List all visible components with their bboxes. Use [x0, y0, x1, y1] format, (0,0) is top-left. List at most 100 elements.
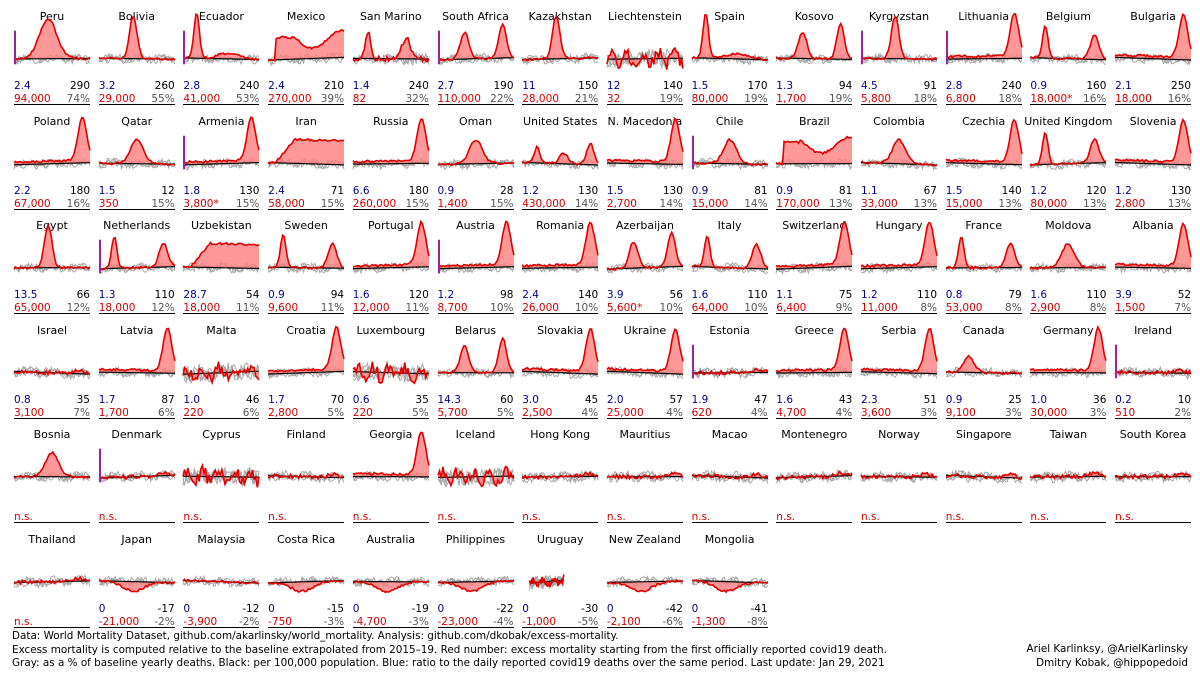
current-year-line [1029, 243, 1107, 270]
excess-deaths-value: 5,600* [606, 302, 643, 314]
excess-deaths-value: 9,100 [945, 406, 976, 419]
mortality-plot [1114, 344, 1192, 380]
panel-title: Iran [295, 114, 317, 128]
excess-area [14, 452, 90, 478]
percent-baseline-value: 13% [828, 197, 853, 210]
country-panel: Latvia 1.7 87 1,700 6% [98, 318, 176, 419]
country-panel: Netherlands 1.3 110 18,000 12% [98, 213, 176, 314]
current-year-line [13, 450, 91, 480]
ratio-value: 1.5 [98, 184, 116, 197]
baseline-line [522, 370, 599, 375]
excess-deaths-value: 18,000 [1115, 93, 1152, 105]
percent-baseline-value: 14% [659, 197, 683, 210]
panel-underline [945, 522, 1022, 523]
excess-deaths-value: -2,100 [606, 615, 641, 628]
panel-title: San Marino [359, 10, 422, 23]
excess-area [352, 580, 429, 592]
mortality-plot [98, 236, 176, 275]
current-year-line [436, 465, 515, 488]
per-100k-value: 70 [330, 393, 345, 406]
panel-underline [14, 417, 90, 419]
excess-area [691, 579, 768, 592]
excess-area [945, 119, 1022, 165]
panel-underline [352, 522, 429, 523]
excess-deaths-value: n.s. [861, 511, 880, 523]
mortality-plot [267, 324, 345, 380]
country-panel: Czechia 1.5 140 15,000 13% [945, 109, 1023, 210]
country-panel: Spain 1.5 170 80,000 19% [691, 4, 769, 105]
panel-underline [183, 104, 260, 105]
ratio-value: 0 [691, 602, 699, 615]
baseline-line [1115, 266, 1192, 269]
panel-underline [522, 626, 599, 628]
country-panel: Malaysia 0 -12 -3,900 -2% [182, 527, 260, 628]
excess-area [268, 580, 345, 592]
excess-area [437, 140, 514, 165]
excess-deaths-value: n.s. [522, 511, 541, 523]
country-panel: Hungary 1.2 110 11,000 8% [860, 213, 938, 314]
per-100k-value: -41 [750, 602, 768, 615]
country-panel: Croatia 1.7 70 2,800 5% [267, 318, 345, 419]
ratio-value: 1.5 [606, 184, 624, 197]
panel-underline [1115, 522, 1192, 523]
current-year-line [521, 470, 599, 481]
mortality-plot [1029, 131, 1107, 170]
per-100k-value: 180 [408, 184, 429, 197]
panel-underline [691, 522, 768, 523]
panel-title: Georgia [369, 428, 413, 441]
mortality-plot [267, 233, 345, 274]
current-year-line [437, 220, 515, 268]
ratio-value: 0.9 [691, 184, 709, 197]
country-panel: Norway n.s. [860, 422, 938, 523]
percent-baseline-value: 19% [744, 93, 768, 105]
footer-line-2: Excess mortality is computed relative to… [12, 643, 887, 656]
current-year-line [606, 46, 684, 70]
panel-underline [522, 313, 599, 314]
panel-title: Albania [1132, 219, 1174, 232]
mortality-plot [521, 469, 599, 485]
panel-title: Malta [206, 323, 237, 337]
panel-title: Thailand [28, 532, 76, 546]
ratio-value: 2.4 [268, 184, 285, 197]
panel-underline [861, 522, 937, 523]
current-year-line [775, 21, 853, 61]
country-panel: Egypt 13.5 66 65,000 12% [13, 213, 91, 314]
mortality-plot [775, 220, 854, 276]
excess-deaths-value: -3,900 [183, 615, 218, 628]
panel-title: Belarus [454, 323, 497, 337]
panel-title: Russia [373, 114, 409, 128]
excess-deaths-value: 6,400 [776, 302, 807, 314]
per-100k-value: 180 [69, 184, 90, 197]
mortality-plot [437, 139, 514, 170]
country-panel: Japan 0 -17 -21,000 -2% [98, 527, 176, 628]
ratio-value: 2.1 [1115, 80, 1132, 92]
current-year-line [352, 118, 430, 164]
current-year-line [98, 470, 176, 481]
ratio-value: 0.9 [776, 184, 793, 197]
mortality-plot [775, 326, 854, 379]
past-year-line [521, 53, 599, 66]
panel-underline [691, 626, 768, 628]
panel-underline [691, 313, 768, 314]
per-100k-value: 87 [161, 393, 175, 406]
current-year-line [945, 472, 1023, 481]
per-100k-value: 170 [747, 80, 768, 92]
current-year-line [776, 220, 854, 268]
current-year-line [267, 29, 345, 62]
country-panel: South Africa 2.7 190 110,000 22% [436, 4, 514, 105]
current-year-line [98, 327, 176, 372]
panel-underline [776, 313, 853, 314]
per-100k-value: 130 [1171, 184, 1192, 197]
past-year-line [606, 575, 684, 587]
excess-deaths-value: 3,600 [861, 406, 892, 419]
panel-title: Kyrgyzstan [868, 10, 930, 23]
excess-area [183, 116, 260, 165]
past-year-line [437, 52, 514, 65]
past-year-line [98, 52, 175, 65]
country-panel: Lithuania 2.8 240 6,800 18% [945, 4, 1023, 105]
country-panel: Bulgaria 2.1 250 18,000 16% [1114, 4, 1192, 105]
ratio-value: 1.7 [268, 393, 285, 406]
per-100k-value: 36 [1093, 393, 1107, 406]
ratio-value: 11 [522, 80, 536, 92]
per-100k-value: 290 [69, 80, 90, 92]
